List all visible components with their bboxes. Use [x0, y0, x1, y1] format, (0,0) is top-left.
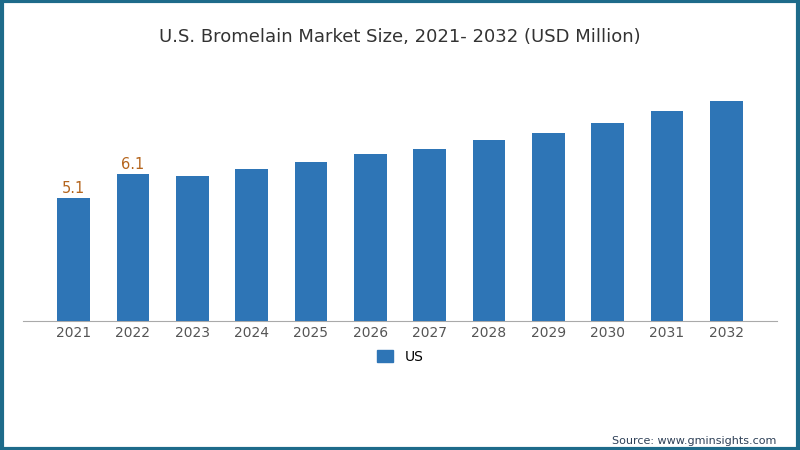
Text: 6.1: 6.1: [122, 157, 145, 172]
Bar: [294, 162, 327, 321]
Bar: [650, 111, 683, 321]
Bar: [591, 123, 624, 321]
Bar: [176, 176, 209, 321]
Text: Source: www.gminsights.com: Source: www.gminsights.com: [612, 436, 776, 446]
Bar: [235, 169, 268, 321]
Legend: US: US: [371, 344, 429, 369]
Bar: [117, 174, 150, 321]
Bar: [473, 140, 506, 321]
Title: U.S. Bromelain Market Size, 2021- 2032 (USD Million): U.S. Bromelain Market Size, 2021- 2032 (…: [159, 28, 641, 46]
Bar: [354, 154, 386, 321]
Bar: [58, 198, 90, 321]
Bar: [532, 133, 565, 321]
Bar: [414, 149, 446, 321]
Bar: [710, 101, 742, 321]
Text: 5.1: 5.1: [62, 181, 86, 196]
